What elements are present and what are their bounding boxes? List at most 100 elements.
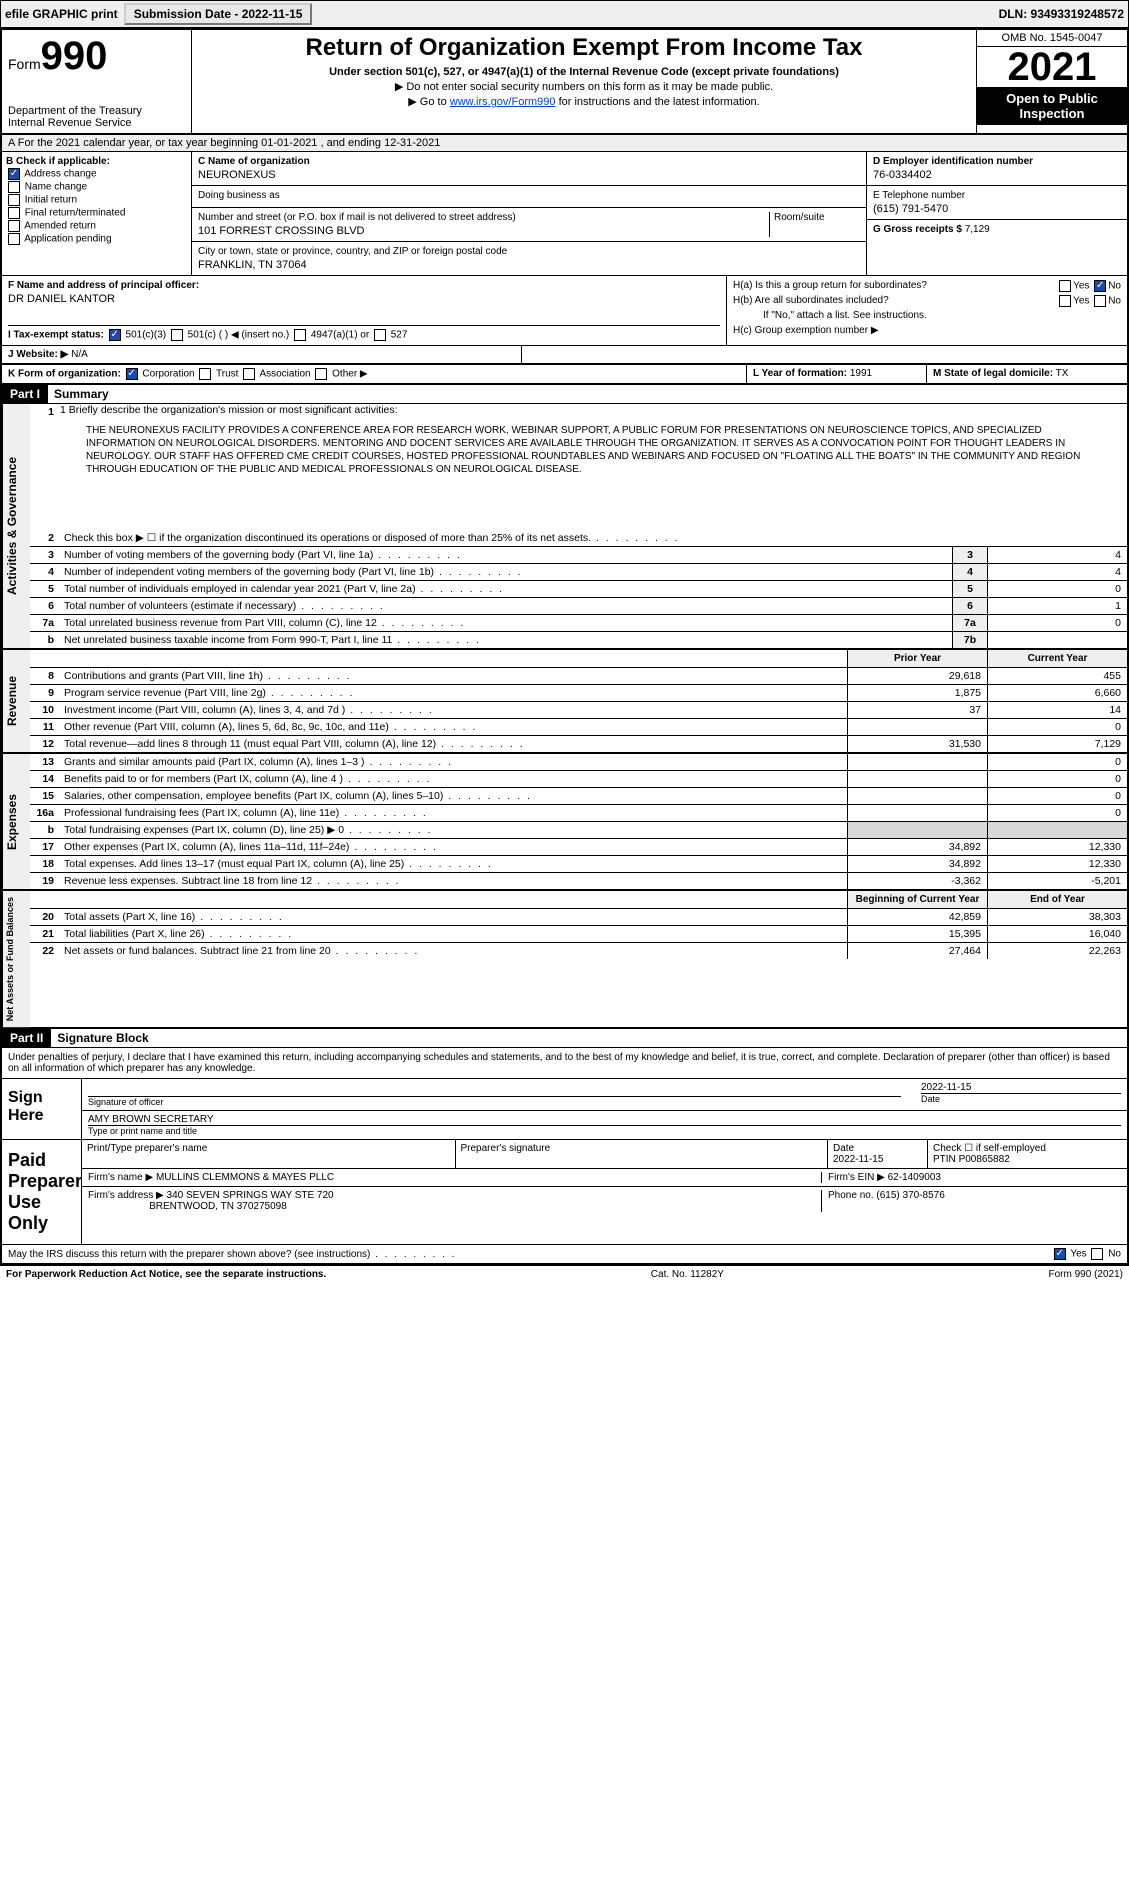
m-lbl: M State of legal domicile: bbox=[933, 368, 1053, 379]
sig-date-lbl: Date bbox=[921, 1093, 1121, 1104]
chk-4947[interactable] bbox=[294, 329, 306, 341]
prep-date: 2022-11-15 bbox=[833, 1154, 883, 1165]
hb-no[interactable] bbox=[1094, 295, 1106, 307]
vtab-governance: Activities & Governance bbox=[2, 404, 30, 648]
dln-label: DLN: 93493319248572 bbox=[999, 7, 1124, 21]
l-lbl: L Year of formation: bbox=[753, 368, 847, 379]
line-17: 17Other expenses (Part IX, column (A), l… bbox=[30, 839, 1127, 856]
firm-ein: 62-1409003 bbox=[888, 1172, 941, 1183]
line-8: 8Contributions and grants (Part VIII, li… bbox=[30, 668, 1127, 685]
j-lbl: J Website: ▶ bbox=[8, 349, 68, 360]
ssn-note: ▶ Do not enter social security numbers o… bbox=[200, 80, 968, 93]
line-a-taxyear: A For the 2021 calendar year, or tax yea… bbox=[2, 135, 1127, 152]
col-b-checkboxes: B Check if applicable: Address change Na… bbox=[2, 152, 192, 275]
sig-date: 2022-11-15 bbox=[921, 1082, 1121, 1093]
chk-amended-return[interactable]: Amended return bbox=[6, 220, 187, 232]
form-number: Form990 bbox=[8, 34, 185, 79]
firm-addr-lbl: Firm's address ▶ bbox=[88, 1190, 164, 1201]
paperwork-notice: For Paperwork Reduction Act Notice, see … bbox=[6, 1269, 326, 1280]
part2-title: Signature Block bbox=[51, 1029, 154, 1047]
penalties-text: Under penalties of perjury, I declare th… bbox=[2, 1048, 1127, 1079]
form-word: Form bbox=[8, 56, 41, 72]
chk-address-change[interactable]: Address change bbox=[6, 168, 187, 180]
ha-lbl: H(a) Is this a group return for subordin… bbox=[733, 280, 927, 291]
k-lbl: K Form of organization: bbox=[8, 369, 121, 380]
officer-typed-name: AMY BROWN SECRETARY bbox=[88, 1114, 1121, 1125]
chk-501c3[interactable] bbox=[109, 329, 121, 341]
prep-date-hdr: Date bbox=[833, 1143, 854, 1154]
chk-final-return[interactable]: Final return/terminated bbox=[6, 207, 187, 219]
hb-yes[interactable] bbox=[1059, 295, 1071, 307]
e-lbl: E Telephone number bbox=[873, 190, 965, 201]
ha-no[interactable] bbox=[1094, 280, 1106, 292]
paid-preparer-row: Paid Preparer Use Only Print/Type prepar… bbox=[2, 1140, 1127, 1245]
chk-other[interactable] bbox=[315, 368, 327, 380]
cat-no: Cat. No. 11282Y bbox=[326, 1269, 1048, 1280]
submission-date-button[interactable]: Submission Date - 2022-11-15 bbox=[124, 3, 313, 25]
top-bar: efile GRAPHIC print Submission Date - 20… bbox=[0, 0, 1129, 28]
discuss-no[interactable] bbox=[1091, 1248, 1103, 1260]
line-12: 12Total revenue—add lines 8 through 11 (… bbox=[30, 736, 1127, 752]
form-ref: Form 990 (2021) bbox=[1049, 1269, 1123, 1280]
col-c-orginfo: C Name of organization NEURONEXUS Doing … bbox=[192, 152, 867, 275]
hb-lbl: H(b) Are all subordinates included? bbox=[733, 295, 889, 306]
form-subtitle: Under section 501(c), 527, or 4947(a)(1)… bbox=[200, 66, 968, 78]
form-990-big: 990 bbox=[41, 34, 108, 78]
vtab-revenue: Revenue bbox=[2, 650, 30, 752]
mission-text: THE NEURONEXUS FACILITY PROVIDES A CONFE… bbox=[30, 420, 1127, 480]
website-value: N/A bbox=[71, 349, 88, 360]
block-netassets: Net Assets or Fund Balances Beginning of… bbox=[2, 891, 1127, 1029]
firm-ein-lbl: Firm's EIN ▶ bbox=[828, 1172, 885, 1183]
addr-lbl: Number and street (or P.O. box if mail i… bbox=[198, 212, 516, 223]
row-jklm: J Website: ▶ N/A bbox=[2, 346, 1127, 365]
vtab-netassets: Net Assets or Fund Balances bbox=[2, 891, 30, 1027]
open-inspection: Open to Public Inspection bbox=[977, 87, 1127, 125]
gov-line-b: bNet unrelated business taxable income f… bbox=[30, 632, 1127, 648]
ha-yes[interactable] bbox=[1059, 280, 1071, 292]
firm-name: MULLINS CLEMMONS & MAYES PLLC bbox=[156, 1172, 334, 1183]
line-19: 19Revenue less expenses. Subtract line 1… bbox=[30, 873, 1127, 889]
c-name-lbl: C Name of organization bbox=[198, 156, 310, 167]
paid-lbl: Paid Preparer Use Only bbox=[2, 1140, 82, 1244]
chk-initial-return[interactable]: Initial return bbox=[6, 194, 187, 206]
goto-pre: ▶ Go to bbox=[408, 96, 449, 108]
prep-name-hdr: Print/Type preparer's name bbox=[82, 1140, 455, 1169]
gov-line-7a: 7aTotal unrelated business revenue from … bbox=[30, 615, 1127, 632]
line-21: 21Total liabilities (Part X, line 26)15,… bbox=[30, 926, 1127, 943]
chk-corp[interactable] bbox=[126, 368, 138, 380]
sign-here-row: Sign Here Signature of officer 2022-11-1… bbox=[2, 1079, 1127, 1140]
chk-assoc[interactable] bbox=[243, 368, 255, 380]
discuss-row: May the IRS discuss this return with the… bbox=[2, 1245, 1127, 1263]
gov-line-6: 6Total number of volunteers (estimate if… bbox=[30, 598, 1127, 615]
dept-treasury: Department of the Treasury bbox=[8, 105, 185, 117]
discuss-yes[interactable] bbox=[1054, 1248, 1066, 1260]
block-revenue: Revenue Prior Year Current Year 8Contrib… bbox=[2, 650, 1127, 754]
line-9: 9Program service revenue (Part VIII, lin… bbox=[30, 685, 1127, 702]
page-footer: For Paperwork Reduction Act Notice, see … bbox=[0, 1265, 1129, 1283]
ein-value: 76-0334402 bbox=[873, 169, 1121, 181]
paid-grid: Print/Type preparer's name Preparer's si… bbox=[82, 1140, 1127, 1169]
chk-527[interactable] bbox=[374, 329, 386, 341]
typed-name-lbl: Type or print name and title bbox=[88, 1125, 1121, 1136]
part2-hdr: Part II bbox=[2, 1029, 51, 1047]
firm-phone-lbl: Phone no. bbox=[828, 1190, 874, 1201]
room-lbl: Room/suite bbox=[770, 212, 860, 237]
chk-application-pending[interactable]: Application pending bbox=[6, 233, 187, 245]
chk-501c[interactable] bbox=[171, 329, 183, 341]
part2-bar: Part II Signature Block bbox=[2, 1029, 1127, 1048]
hb-note: If "No," attach a list. See instructions… bbox=[733, 310, 1121, 321]
line-10: 10Investment income (Part VIII, column (… bbox=[30, 702, 1127, 719]
chk-name-change[interactable]: Name change bbox=[6, 181, 187, 193]
col-d-ein: D Employer identification number 76-0334… bbox=[867, 152, 1127, 275]
part1-bar: Part I Summary bbox=[2, 385, 1127, 404]
vtab-expenses: Expenses bbox=[2, 754, 30, 889]
gross-receipts: 7,129 bbox=[965, 224, 990, 235]
line-b: bTotal fundraising expenses (Part IX, co… bbox=[30, 822, 1127, 839]
irs-link[interactable]: www.irs.gov/Form990 bbox=[450, 96, 556, 108]
hdr-boy: Beginning of Current Year bbox=[847, 891, 987, 908]
firm-phone: (615) 370-8576 bbox=[876, 1190, 944, 1201]
chk-trust[interactable] bbox=[199, 368, 211, 380]
self-emp-chk: Check ☐ if self-employed bbox=[933, 1143, 1046, 1154]
line-18: 18Total expenses. Add lines 13–17 (must … bbox=[30, 856, 1127, 873]
state-domicile: TX bbox=[1056, 368, 1069, 379]
